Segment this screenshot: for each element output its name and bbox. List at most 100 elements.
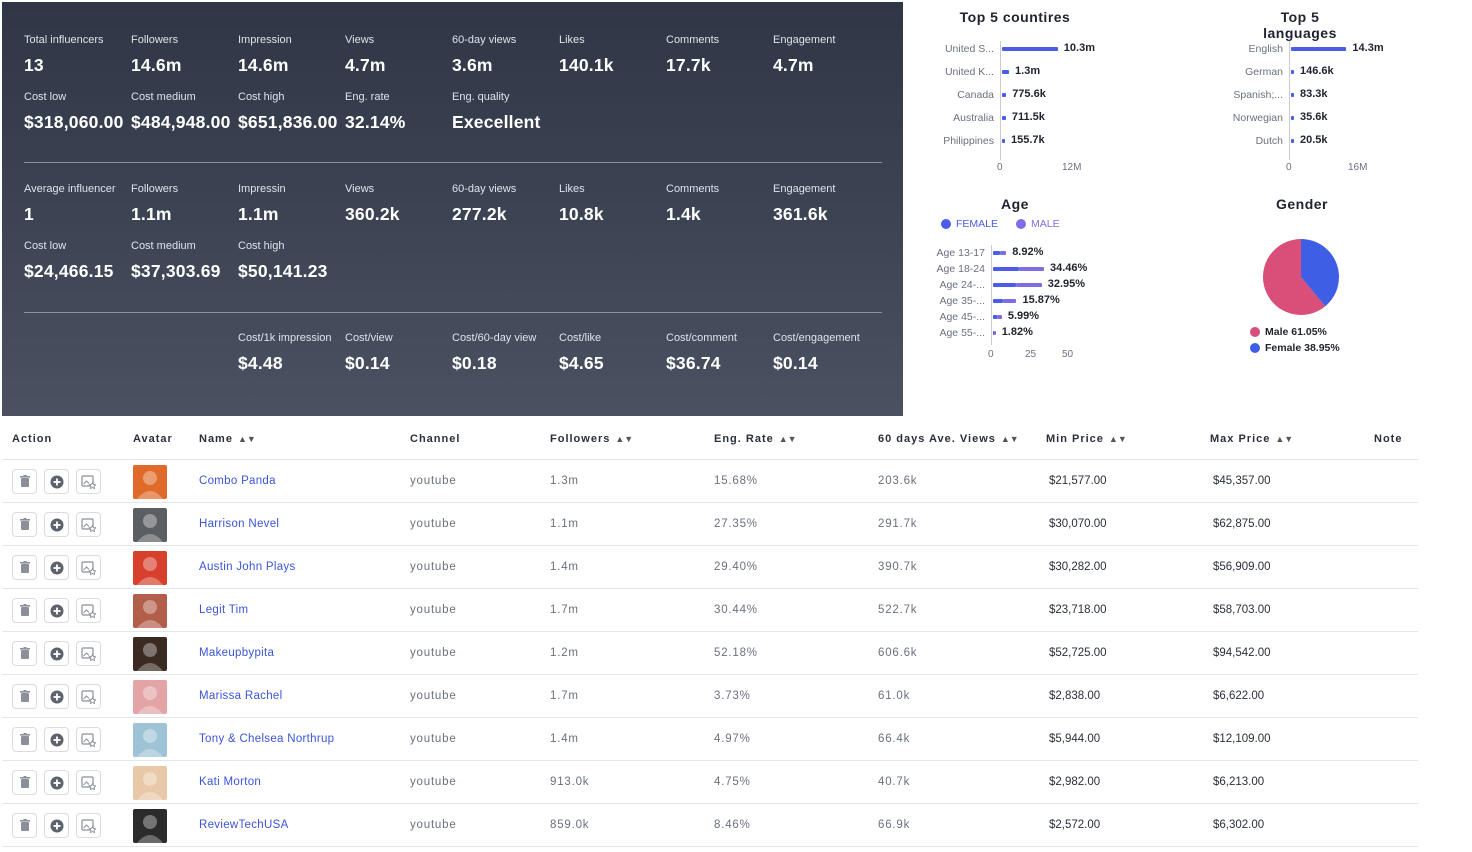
- sort-icon[interactable]: ▲▼: [237, 434, 256, 444]
- cell-name[interactable]: Legit Tim: [199, 604, 249, 616]
- bar[interactable]: [1002, 116, 1006, 120]
- image-star-button[interactable]: [76, 598, 101, 623]
- plus-circle-button[interactable]: [44, 598, 69, 623]
- plus-circle-button[interactable]: [44, 512, 69, 537]
- sort-icon[interactable]: ▲▼: [778, 434, 797, 444]
- bar-male[interactable]: [1003, 299, 1017, 303]
- image-star-button[interactable]: [76, 727, 101, 752]
- bar-male[interactable]: [1018, 267, 1044, 271]
- image-star-button[interactable]: [76, 813, 101, 838]
- th-avatar: Avatar: [133, 433, 173, 445]
- category-label: Age 35-...: [939, 295, 985, 307]
- table-header: Action Avatar Name ▲▼ Channel Followers ▲▼…: [2, 418, 1418, 460]
- stat-value: 1.1m: [131, 204, 172, 224]
- cell-name[interactable]: Tony & Chelsea Northrup: [199, 733, 335, 745]
- th-min-price[interactable]: Min Price ▲▼: [1046, 433, 1127, 445]
- bar-female[interactable]: [993, 315, 998, 319]
- trash-button[interactable]: [12, 813, 37, 838]
- sort-icon[interactable]: ▲▼: [1000, 434, 1019, 444]
- trash-button[interactable]: [12, 770, 37, 795]
- cell-name[interactable]: Marissa Rachel: [199, 690, 283, 702]
- bar-female[interactable]: [993, 251, 1000, 255]
- cell-views: 203.6k: [878, 475, 918, 487]
- image-star-button[interactable]: [76, 641, 101, 666]
- bar[interactable]: [1002, 93, 1007, 97]
- bar[interactable]: [1002, 70, 1010, 74]
- plus-circle-icon: [50, 733, 64, 747]
- th-max-price[interactable]: Max Price ▲▼: [1210, 433, 1293, 445]
- trash-button[interactable]: [12, 598, 37, 623]
- bar[interactable]: [1002, 139, 1005, 143]
- chart-title-languages: Top 5 languages: [1263, 9, 1337, 41]
- plus-circle-button[interactable]: [44, 641, 69, 666]
- sort-icon[interactable]: ▲▼: [1275, 434, 1294, 444]
- table-row: Austin John Plays youtube 1.4m 29.40% 390.7k…: [2, 546, 1418, 589]
- stat-label: 60-day views: [452, 34, 517, 46]
- divider: [24, 312, 882, 313]
- image-star-button[interactable]: [76, 555, 101, 580]
- cell-name[interactable]: Combo Panda: [199, 475, 276, 487]
- plus-circle-button[interactable]: [44, 770, 69, 795]
- cell-name[interactable]: Harrison Nevel: [199, 518, 280, 530]
- trash-button[interactable]: [12, 469, 37, 494]
- bar[interactable]: [1291, 70, 1294, 74]
- plus-circle-icon: [50, 604, 64, 618]
- stat-60-day-views: 60-day views 3.6m: [452, 32, 559, 89]
- plus-circle-button[interactable]: [44, 469, 69, 494]
- sort-icon[interactable]: ▲▼: [615, 434, 634, 444]
- bar-male[interactable]: [997, 315, 1002, 319]
- plus-circle-button[interactable]: [44, 813, 69, 838]
- axis-line: [1289, 41, 1290, 160]
- trash-button[interactable]: [12, 641, 37, 666]
- bar-female[interactable]: [993, 267, 1019, 271]
- bar-female[interactable]: [993, 283, 1016, 287]
- trash-icon: [19, 819, 31, 832]
- pie-slice-male[interactable]: [1263, 239, 1326, 315]
- bar-female[interactable]: [993, 331, 994, 335]
- image-star-icon: [81, 560, 96, 575]
- bar-female[interactable]: [993, 299, 1004, 303]
- bar-male[interactable]: [999, 251, 1007, 255]
- bar-male[interactable]: [1015, 283, 1042, 287]
- bar-male[interactable]: [993, 331, 996, 335]
- plus-circle-button[interactable]: [44, 727, 69, 752]
- category-label: German: [1245, 66, 1283, 78]
- bar-value-label: 35.6k: [1300, 111, 1328, 123]
- cell-name[interactable]: ReviewTechUSA: [199, 819, 289, 831]
- cell-name[interactable]: Kati Morton: [199, 776, 262, 788]
- plus-circle-button[interactable]: [44, 555, 69, 580]
- trash-button[interactable]: [12, 512, 37, 537]
- legend-female[interactable]: FEMALE: [941, 218, 998, 230]
- stat-value: 14.6m: [238, 55, 289, 75]
- bar[interactable]: [1291, 93, 1294, 97]
- th-eng-rate[interactable]: Eng. Rate ▲▼: [714, 433, 797, 445]
- stat-label: Cost low: [24, 240, 67, 252]
- plus-circle-button[interactable]: [44, 684, 69, 709]
- pie-slice-female[interactable]: [1301, 239, 1339, 307]
- trash-button[interactable]: [12, 684, 37, 709]
- image-star-button[interactable]: [76, 684, 101, 709]
- bar[interactable]: [1291, 116, 1294, 120]
- image-star-button[interactable]: [76, 512, 101, 537]
- th-name[interactable]: Name ▲▼: [199, 433, 256, 445]
- trash-button[interactable]: [12, 727, 37, 752]
- image-star-button[interactable]: [76, 469, 101, 494]
- bar[interactable]: [1291, 139, 1294, 143]
- th-views[interactable]: 60 days Ave. Views ▲▼: [878, 433, 1019, 445]
- bar[interactable]: [1002, 47, 1058, 51]
- stat-cost-low: Cost low $24,466.15: [24, 238, 131, 295]
- trash-button[interactable]: [12, 555, 37, 580]
- legend-male[interactable]: MALE: [1016, 218, 1060, 230]
- image-star-button[interactable]: [76, 770, 101, 795]
- trash-icon: [19, 475, 31, 488]
- stat-eng-rate: Eng. rate 32.14%: [345, 89, 452, 146]
- stat-cost-high: Cost high $651,836.00: [238, 89, 345, 146]
- cell-followers: 1.4m: [550, 561, 579, 573]
- cell-min-price: $23,718.00: [1049, 604, 1107, 616]
- th-followers[interactable]: Followers ▲▼: [550, 433, 633, 445]
- bar[interactable]: [1291, 47, 1347, 51]
- sort-icon[interactable]: ▲▼: [1108, 434, 1127, 444]
- cell-name[interactable]: Makeupbypita: [199, 647, 275, 659]
- stat-cost-low: Cost low $318,060.00: [24, 89, 131, 146]
- cell-name[interactable]: Austin John Plays: [199, 561, 296, 573]
